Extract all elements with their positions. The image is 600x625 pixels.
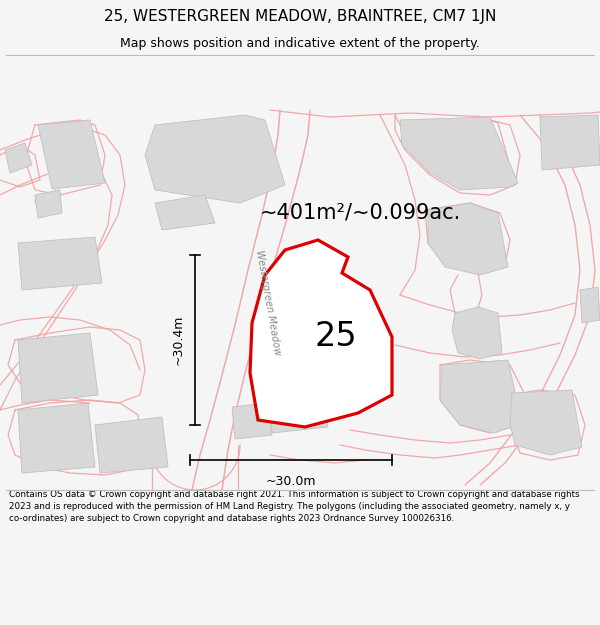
Polygon shape <box>35 190 62 218</box>
Polygon shape <box>95 417 168 473</box>
Text: Westergreen Meadow: Westergreen Meadow <box>254 249 282 356</box>
Polygon shape <box>268 380 328 433</box>
Text: Map shows position and indicative extent of the property.: Map shows position and indicative extent… <box>120 38 480 51</box>
Polygon shape <box>440 360 522 433</box>
Text: ~401m²/~0.099ac.: ~401m²/~0.099ac. <box>259 203 461 223</box>
Text: 25: 25 <box>315 320 358 353</box>
Polygon shape <box>400 117 518 190</box>
Polygon shape <box>250 240 392 427</box>
Text: ~30.0m: ~30.0m <box>266 475 316 488</box>
Polygon shape <box>155 195 215 230</box>
Text: ~30.4m: ~30.4m <box>172 315 185 365</box>
Polygon shape <box>452 307 502 359</box>
Polygon shape <box>38 120 105 189</box>
Polygon shape <box>145 115 285 203</box>
Polygon shape <box>580 287 600 323</box>
Polygon shape <box>18 333 98 403</box>
Text: Contains OS data © Crown copyright and database right 2021. This information is : Contains OS data © Crown copyright and d… <box>9 490 580 523</box>
Polygon shape <box>18 237 102 290</box>
Polygon shape <box>232 403 272 439</box>
Polygon shape <box>510 390 582 455</box>
Polygon shape <box>5 143 32 173</box>
Text: 25, WESTERGREEN MEADOW, BRAINTREE, CM7 1JN: 25, WESTERGREEN MEADOW, BRAINTREE, CM7 1… <box>104 9 496 24</box>
Polygon shape <box>540 115 600 170</box>
Polygon shape <box>18 403 95 473</box>
Polygon shape <box>428 203 508 275</box>
